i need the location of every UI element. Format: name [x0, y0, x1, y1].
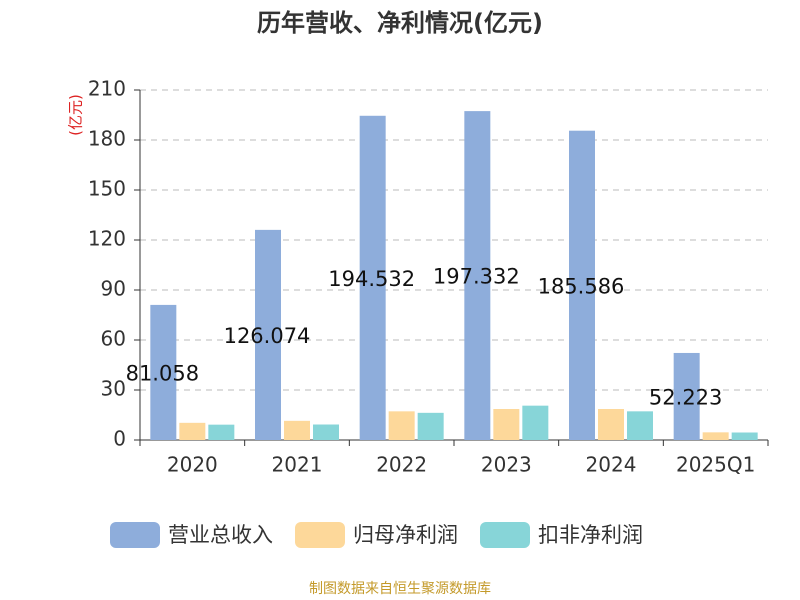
x-tick-label: 2021	[272, 453, 323, 477]
data-label: 197.332	[433, 265, 520, 289]
bar	[493, 409, 520, 440]
bar	[673, 352, 700, 440]
bar	[284, 420, 310, 440]
bar	[150, 304, 177, 440]
data-label: 81.058	[126, 361, 199, 385]
x-tick-label: 2023	[481, 453, 532, 477]
bar	[598, 409, 624, 440]
y-tick-label: 150	[88, 177, 126, 201]
source-note: 制图数据来自恒生聚源数据库	[309, 581, 491, 597]
bar	[522, 405, 549, 440]
bar	[464, 111, 491, 440]
y-tick-label: 60	[101, 327, 126, 351]
y-tick-label: 0	[113, 427, 126, 451]
y-tick-label: 120	[88, 227, 126, 251]
bar	[179, 422, 206, 440]
legend-swatch	[110, 522, 160, 548]
y-tick-label: 210	[88, 77, 126, 101]
bar	[417, 412, 444, 440]
data-label: 185.586	[538, 274, 625, 298]
x-tick-label: 2020	[167, 453, 218, 477]
x-tick-label: 2024	[586, 453, 637, 477]
chart-title: 历年营收、净利情况(亿元)	[257, 9, 543, 37]
bar	[627, 411, 653, 440]
data-label: 52.223	[649, 385, 722, 409]
y-tick-label: 180	[88, 127, 126, 151]
data-label: 126.074	[224, 324, 311, 348]
bar	[702, 432, 729, 440]
bar	[313, 424, 339, 440]
x-tick-label: 2025Q1	[676, 453, 755, 477]
y-axis-label: (亿元)	[67, 94, 85, 136]
x-tick-label: 2022	[376, 453, 427, 477]
legend-swatch	[295, 522, 345, 548]
legend-label: 扣非净利润	[538, 523, 643, 547]
bar	[388, 411, 415, 440]
bar	[255, 229, 281, 440]
legend-label: 营业总收入	[168, 523, 273, 547]
legend-swatch	[480, 522, 530, 548]
y-tick-label: 30	[101, 377, 126, 401]
bar	[731, 432, 758, 440]
data-label: 194.532	[328, 267, 415, 291]
bar	[359, 115, 386, 440]
legend-label: 归母净利润	[353, 523, 458, 547]
y-tick-label: 90	[101, 277, 126, 301]
bar	[208, 424, 235, 440]
bar	[569, 130, 595, 440]
